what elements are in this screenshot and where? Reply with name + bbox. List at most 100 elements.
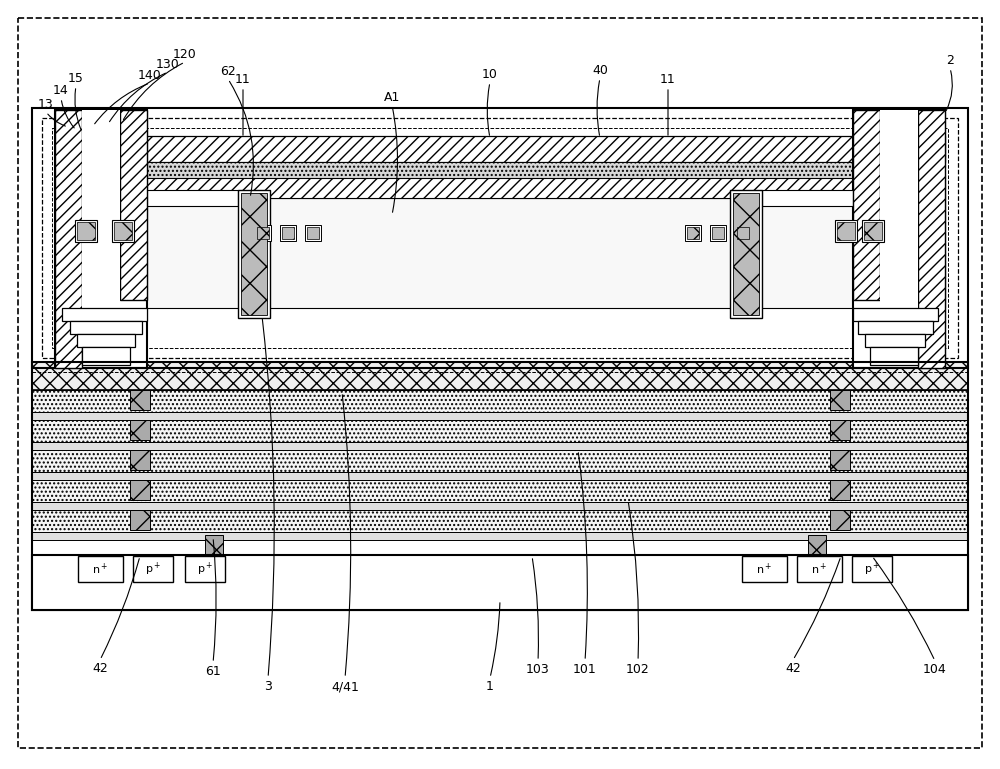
Bar xyxy=(685,225,701,241)
Bar xyxy=(830,390,850,410)
Bar xyxy=(730,190,762,318)
Text: 120: 120 xyxy=(173,48,197,61)
Bar xyxy=(307,227,319,239)
Text: 11: 11 xyxy=(660,73,676,86)
Bar xyxy=(32,472,968,480)
Text: 13: 13 xyxy=(38,98,54,111)
Bar xyxy=(830,510,850,530)
Bar xyxy=(82,347,130,365)
Bar xyxy=(862,220,884,242)
Bar xyxy=(880,110,918,320)
Text: A1: A1 xyxy=(384,91,400,104)
Bar xyxy=(75,220,97,242)
Bar xyxy=(32,502,968,510)
Bar xyxy=(32,532,968,540)
Text: p$^+$: p$^+$ xyxy=(197,561,213,578)
Bar xyxy=(853,110,880,300)
Bar xyxy=(55,110,147,368)
Text: 61: 61 xyxy=(205,665,221,678)
Bar xyxy=(32,362,968,610)
Bar xyxy=(762,190,853,206)
Text: 40: 40 xyxy=(592,64,608,77)
Bar xyxy=(32,362,968,390)
Bar xyxy=(55,110,82,368)
Bar xyxy=(130,420,150,440)
Bar xyxy=(147,190,238,206)
Bar xyxy=(32,420,968,442)
Bar xyxy=(870,347,918,365)
Text: 104: 104 xyxy=(923,663,947,676)
Text: 62: 62 xyxy=(220,65,236,78)
Bar xyxy=(32,450,968,472)
Bar xyxy=(733,193,759,315)
Bar xyxy=(32,555,968,610)
Bar xyxy=(32,412,968,420)
Text: 15: 15 xyxy=(68,72,84,85)
Bar xyxy=(114,222,132,240)
Text: 1: 1 xyxy=(486,680,494,693)
Text: 2: 2 xyxy=(946,54,954,67)
Bar xyxy=(77,222,95,240)
Bar xyxy=(852,556,892,582)
Bar xyxy=(62,308,147,321)
Text: p$^+$: p$^+$ xyxy=(145,561,161,578)
Bar xyxy=(130,510,150,530)
Bar xyxy=(808,535,826,555)
Bar xyxy=(32,390,968,412)
Bar xyxy=(55,162,945,178)
Bar xyxy=(32,108,968,368)
Bar xyxy=(32,480,968,502)
Bar xyxy=(112,220,134,242)
Bar xyxy=(241,193,267,315)
Text: 42: 42 xyxy=(92,662,108,675)
Bar xyxy=(687,227,699,239)
Text: n$^+$: n$^+$ xyxy=(756,561,773,577)
Bar xyxy=(55,198,945,308)
Text: 140: 140 xyxy=(138,69,162,82)
Bar xyxy=(797,556,842,582)
Bar xyxy=(280,225,296,241)
Bar xyxy=(853,308,938,321)
Bar xyxy=(82,110,120,320)
Text: 102: 102 xyxy=(626,663,650,676)
Bar xyxy=(77,334,135,347)
Bar xyxy=(735,225,751,241)
Bar xyxy=(133,556,173,582)
Bar xyxy=(205,535,223,555)
Text: 14: 14 xyxy=(53,84,69,97)
Text: 42: 42 xyxy=(785,662,801,675)
Text: 11: 11 xyxy=(235,73,251,86)
Bar xyxy=(858,321,933,334)
Bar xyxy=(32,510,968,532)
Bar xyxy=(830,480,850,500)
Bar xyxy=(130,450,150,470)
Bar xyxy=(853,110,945,368)
Text: n$^+$: n$^+$ xyxy=(811,561,828,577)
Bar xyxy=(830,420,850,440)
Bar xyxy=(130,390,150,410)
Text: 4/41: 4/41 xyxy=(331,680,359,693)
Text: 130: 130 xyxy=(156,58,180,71)
Bar xyxy=(737,227,749,239)
Bar xyxy=(55,136,945,162)
Bar xyxy=(120,110,147,300)
Bar xyxy=(238,190,270,318)
Text: n$^+$: n$^+$ xyxy=(92,561,109,577)
Bar xyxy=(305,225,321,241)
Bar xyxy=(185,556,225,582)
Bar xyxy=(130,480,150,500)
Bar xyxy=(864,222,882,240)
Text: 3: 3 xyxy=(264,680,272,693)
Bar xyxy=(282,227,294,239)
Bar xyxy=(32,540,968,555)
Bar xyxy=(865,334,925,347)
Text: 103: 103 xyxy=(526,663,550,676)
Bar xyxy=(78,556,123,582)
Bar xyxy=(32,442,968,450)
Bar xyxy=(255,225,271,241)
Bar xyxy=(835,220,857,242)
Bar xyxy=(55,178,945,198)
Bar xyxy=(70,321,142,334)
Bar xyxy=(712,227,724,239)
Bar xyxy=(710,225,726,241)
